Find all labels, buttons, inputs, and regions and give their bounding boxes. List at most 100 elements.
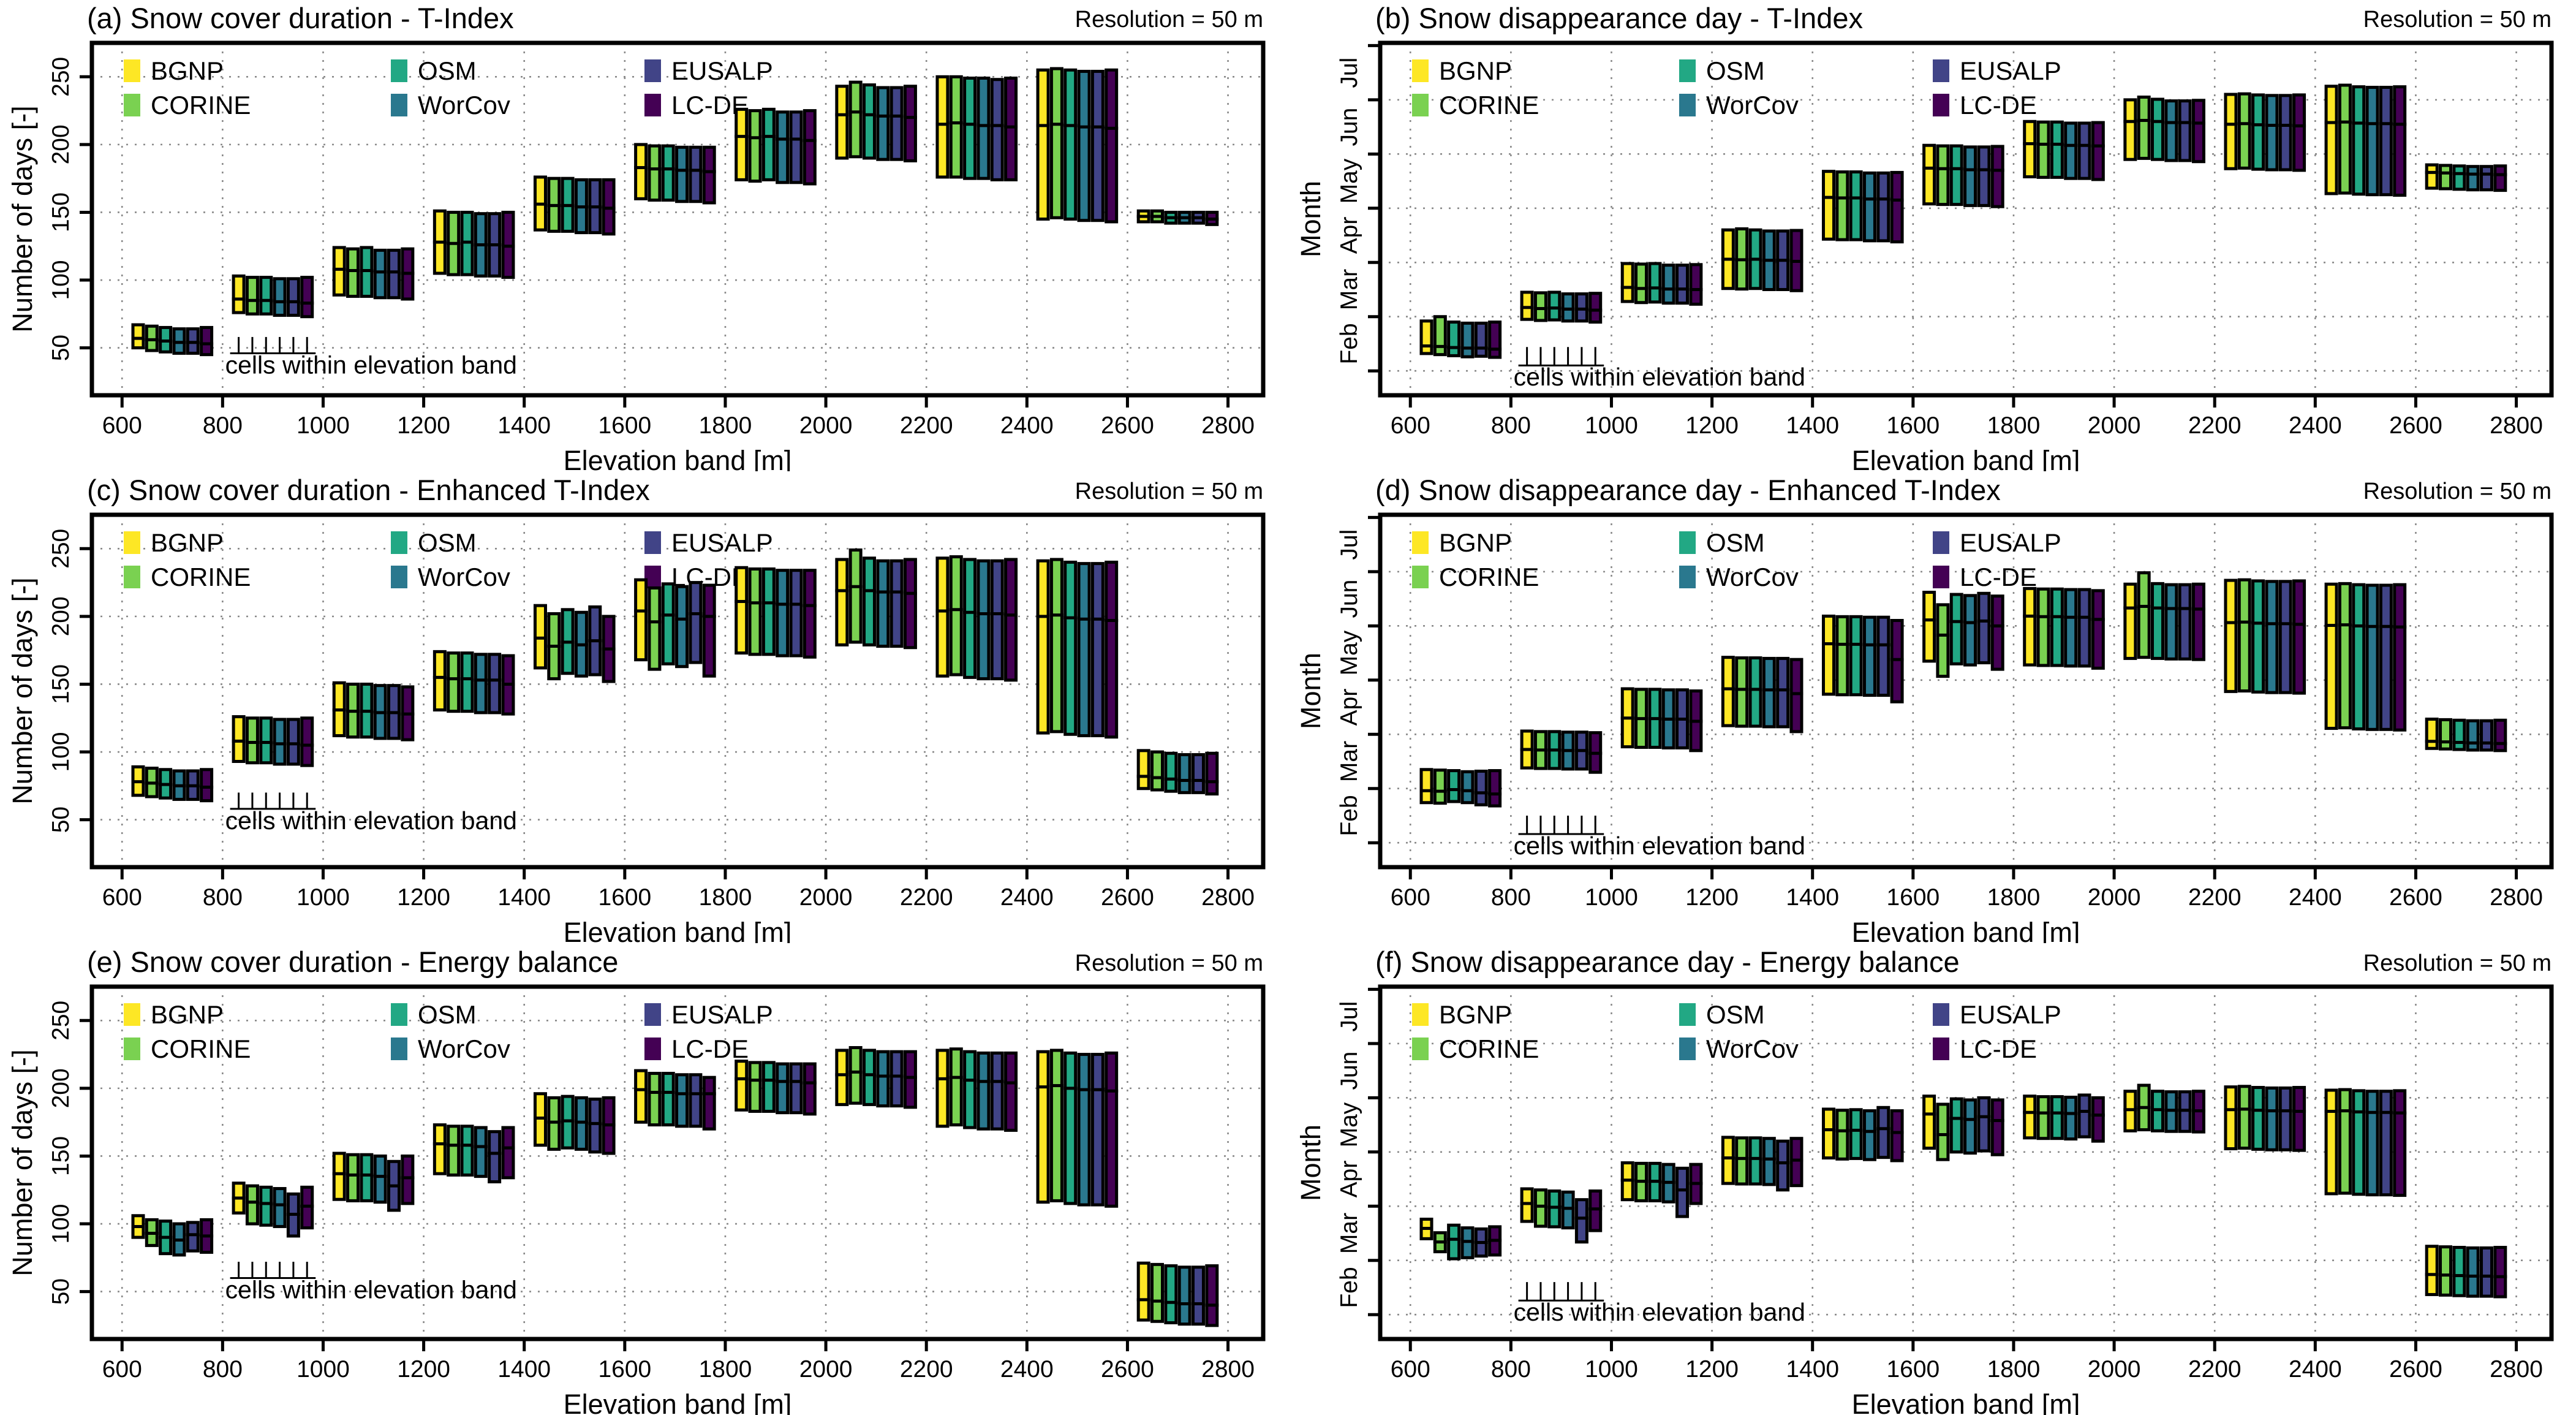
box-2200-bgnp	[2224, 579, 2238, 693]
box-800-lc-de	[1588, 1189, 1603, 1232]
x-tick-label: 2400	[1000, 884, 1054, 911]
box-800-worcov	[273, 1187, 287, 1228]
box-1000-bgnp	[1620, 262, 1634, 303]
annotation-text: cells within elevation band	[225, 1276, 517, 1304]
x-tick-label: 800	[203, 412, 243, 439]
box-2400-lc-de	[2393, 85, 2407, 197]
legend-swatch-osm	[391, 531, 407, 554]
legend-swatch-bgnp	[124, 531, 140, 554]
box-2600-lc-de	[2493, 164, 2507, 192]
legend-label-worcov: WorCov	[1706, 91, 1799, 119]
box-1800-eusalp	[2077, 588, 2091, 668]
box-600-worcov	[1460, 770, 1475, 805]
box-2600-lc-de	[1205, 1264, 1219, 1327]
box-600-lc-de	[200, 768, 214, 803]
box-600-osm	[1447, 1223, 1461, 1261]
box-1000-worcov	[1661, 264, 1675, 305]
x-tick-label: 1400	[497, 412, 551, 439]
box-2200-bgnp	[935, 75, 950, 179]
y-tick-label: 150	[48, 664, 74, 704]
y-tick-label: 200	[48, 596, 74, 636]
x-tick-label: 2200	[2188, 412, 2242, 439]
legend-swatch-eusalp	[1933, 1003, 1949, 1026]
x-tick-label: 600	[102, 412, 142, 439]
panel-b: BGNP CORINE OSM WorCov EUSALP LC-DE cells with…	[1288, 0, 2576, 471]
box-1800-corine	[2036, 587, 2050, 667]
box-2600-corine	[1150, 750, 1165, 792]
x-tick-label: 1200	[1685, 412, 1739, 439]
box-2400-corine	[1049, 67, 1063, 219]
x-tick-label: 2000	[799, 412, 853, 439]
box-1800-bgnp	[2023, 119, 2037, 178]
box-2000-bgnp	[2123, 98, 2137, 161]
x-tick-label: 1800	[1987, 884, 2041, 911]
box-600-worcov	[1460, 321, 1475, 358]
box-1400-osm	[1849, 615, 1863, 697]
x-tick-label: 1000	[297, 1356, 350, 1383]
x-tick-label: 2000	[799, 1356, 853, 1383]
plot-frame	[1378, 512, 2554, 870]
box-1400-osm	[1849, 1108, 1863, 1160]
legend-swatch-osm	[1679, 531, 1696, 554]
box-2000-bgnp	[835, 1049, 849, 1106]
y-axis-title: Number of days [-]	[7, 1049, 38, 1276]
legend-swatch-eusalp	[1933, 59, 1949, 82]
box-2200-lc-de	[1004, 558, 1018, 682]
box-800-worcov	[1561, 1190, 1575, 1230]
box-2200-osm	[2251, 579, 2265, 694]
box-2000-worcov	[876, 1050, 890, 1108]
box-2400-lc-de	[2393, 1089, 2407, 1197]
box-1600-osm	[661, 582, 675, 666]
box-2400-lc-de	[1105, 1051, 1119, 1208]
box-1000-eusalp	[1675, 1166, 1690, 1218]
box-600-osm	[1447, 769, 1461, 803]
box-2000-osm	[2150, 97, 2164, 161]
y-tick-label: Jul	[1336, 1001, 1362, 1032]
box-1200-eusalp	[1776, 656, 1790, 729]
box-1600-lc-de	[1990, 145, 2004, 208]
box-2400-worcov	[2365, 86, 2379, 197]
legend-swatch-lc-de	[1933, 94, 1949, 116]
y-tick-label: Mar	[1336, 1213, 1362, 1254]
legend-label-osm: OSM	[418, 1000, 477, 1029]
box-2000-lc-de	[903, 558, 917, 650]
annotation-text: cells within elevation band	[1514, 832, 1805, 860]
box-800-eusalp	[1574, 1198, 1588, 1244]
box-1400-worcov	[1862, 615, 1876, 697]
annotation-text: cells within elevation band	[1514, 363, 1805, 391]
x-tick-label: 1400	[497, 884, 551, 911]
box-2400-lc-de	[1105, 560, 1119, 739]
box-1800-osm	[761, 107, 776, 181]
box-600-bgnp	[1419, 768, 1433, 805]
legend-label-lc-de: LC-DE	[1960, 1034, 2037, 1063]
y-tick-label: Jul	[1336, 529, 1362, 560]
legend-label-worcov: WorCov	[418, 91, 510, 119]
box-2200-worcov	[976, 77, 991, 180]
y-tick-label: 100	[48, 260, 74, 300]
box-1800-worcov	[2064, 588, 2078, 668]
x-axis-title: Elevation band [m]	[1852, 445, 2080, 471]
box-2400-osm	[2352, 583, 2366, 730]
box-2200-worcov	[2265, 1086, 2279, 1151]
legend-label-eusalp: EUSALP	[671, 56, 773, 85]
box-2400-worcov	[1077, 1053, 1091, 1207]
box-1800-lc-de	[803, 109, 817, 186]
box-2400-bgnp	[2324, 1088, 2338, 1196]
box-2000-osm	[862, 556, 876, 647]
panel-title: (b) Snow disappearance day - T-Index	[1375, 2, 1863, 34]
box-1800-worcov	[2064, 121, 2078, 180]
box-2400-worcov	[2365, 1090, 2379, 1197]
x-tick-label: 1400	[497, 1356, 551, 1383]
legend-swatch-corine	[1412, 1038, 1429, 1060]
annotation-text: cells within elevation band	[225, 806, 517, 835]
box-2600-bgnp	[2425, 718, 2439, 750]
legend-swatch-corine	[124, 1038, 140, 1060]
box-1800-osm	[2050, 1095, 2064, 1140]
plot-frame	[1378, 984, 2554, 1341]
box-1200-lc-de	[1789, 658, 1804, 734]
box-2600-worcov	[1177, 1265, 1192, 1326]
box-1000-lc-de	[401, 1154, 415, 1205]
box-600-corine	[1433, 315, 1447, 357]
box-1200-osm	[1748, 1136, 1762, 1186]
box-2000-eusalp	[890, 86, 904, 161]
